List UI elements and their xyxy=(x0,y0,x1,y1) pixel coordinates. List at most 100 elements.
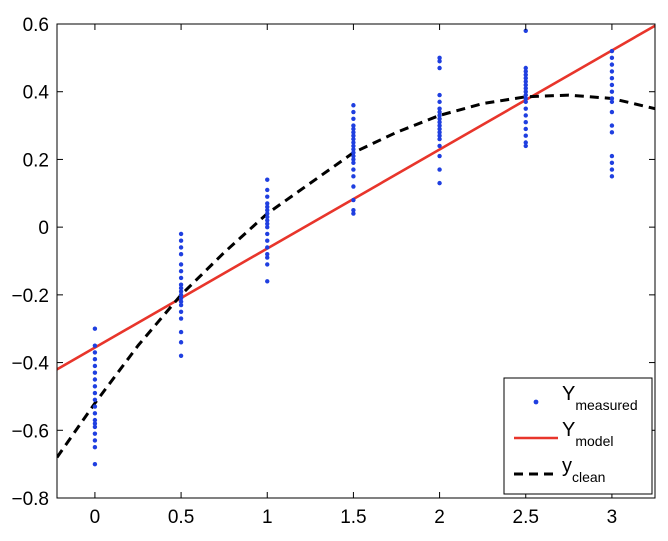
series-measured-point xyxy=(92,363,98,369)
series-measured-point xyxy=(437,133,442,138)
series-measured-point xyxy=(265,194,270,199)
series-measured-point xyxy=(178,289,184,294)
series-measured-point xyxy=(437,130,442,135)
series-measured-point xyxy=(265,245,270,250)
plot-area xyxy=(57,24,655,467)
legend-marker xyxy=(533,399,539,405)
series-measured-point xyxy=(92,431,98,436)
legend-item-measured: Ymeasured xyxy=(533,383,638,413)
series-measured-point xyxy=(437,59,442,64)
x-tick-label: 1 xyxy=(262,507,273,528)
series-measured-point xyxy=(92,411,98,416)
series-measured-point xyxy=(523,119,528,125)
series-measured-point xyxy=(437,113,442,118)
series-measured-point xyxy=(178,296,184,301)
series-measured-point xyxy=(178,285,184,291)
x-tick-label: 2 xyxy=(434,507,445,528)
series-measured-point xyxy=(265,204,270,210)
series-measured-point xyxy=(92,417,98,423)
series-measured-point xyxy=(265,252,270,257)
series-measured-point xyxy=(92,421,98,426)
series-measured-point xyxy=(351,160,356,166)
series-measured-point xyxy=(265,208,270,213)
series-measured-point xyxy=(437,55,442,61)
series-measured-point xyxy=(178,238,184,243)
series-measured-point xyxy=(351,157,356,162)
y-axis: 0.6 0.4 0.2 0 −0.2 −0.4 −0.6 −0.8 xyxy=(11,15,655,510)
series-measured-point xyxy=(437,106,442,111)
series-measured-point xyxy=(351,130,356,135)
series-measured-point xyxy=(265,238,270,243)
series-measured-point xyxy=(523,65,528,71)
series-measured-point xyxy=(265,262,270,267)
series-measured-point xyxy=(265,221,270,226)
series-measured-point xyxy=(351,116,356,122)
series-measured-point xyxy=(265,224,270,230)
series-measured-point xyxy=(265,279,270,284)
series-measured-point xyxy=(351,126,356,132)
series-measured-point xyxy=(178,275,184,281)
series-measured-point xyxy=(437,65,442,71)
series-measured-point xyxy=(523,99,528,105)
y-tick-label: −0.8 xyxy=(11,489,49,510)
series-measured-point xyxy=(437,123,442,128)
series-measured-point xyxy=(523,28,528,33)
series-measured-point xyxy=(265,255,270,260)
series-measured-point xyxy=(351,208,356,213)
series-measured-point xyxy=(523,92,528,98)
series-measured-point xyxy=(351,109,356,115)
series-measured-point xyxy=(609,130,615,135)
series-measured-point xyxy=(437,99,442,105)
series-measured-point xyxy=(437,119,442,125)
legend-box xyxy=(503,377,653,495)
series-measured-point xyxy=(92,390,98,396)
series-measured-point xyxy=(523,140,528,145)
series-measured-point xyxy=(351,184,356,189)
series-measured-point xyxy=(437,126,442,132)
series-measured-point xyxy=(92,438,98,443)
series-model-line xyxy=(57,24,655,371)
series-measured-point xyxy=(437,180,442,186)
series-measured-point xyxy=(437,143,442,149)
series-measured-point xyxy=(178,292,184,298)
legend-label: Ymodel xyxy=(562,419,613,449)
y-tick-label: 0.4 xyxy=(23,83,50,104)
series-measured-point xyxy=(265,201,270,206)
series-measured-point xyxy=(351,197,356,203)
series-measured-point xyxy=(609,82,615,88)
y-tick-label: −0.6 xyxy=(11,421,49,442)
series-measured-point xyxy=(351,153,356,159)
legend: Ymeasured Ymodel yclean xyxy=(503,377,653,495)
series-measured-point xyxy=(351,211,356,216)
plot-frame xyxy=(56,23,656,499)
series-measured-point xyxy=(178,353,184,358)
series-measured-point xyxy=(523,79,528,84)
series-measured-point xyxy=(523,96,528,101)
series-measured-point xyxy=(609,89,615,94)
x-axis: 0 0.5 1 1.5 2 2.5 3 xyxy=(90,24,617,528)
series-measured-point xyxy=(92,461,98,467)
y-tick-label: 0.6 xyxy=(23,15,49,36)
series-measured-point xyxy=(178,302,184,308)
series-measured-point xyxy=(265,214,270,220)
series-measured-point xyxy=(609,96,615,101)
series-measured-point xyxy=(609,174,615,179)
series-measured-point xyxy=(523,72,528,77)
series-measured-point xyxy=(178,262,184,267)
series-measured-point xyxy=(178,231,184,237)
series-measured-point xyxy=(178,268,184,274)
series-measured-point xyxy=(92,424,98,430)
legend-label: Ymeasured xyxy=(562,383,638,413)
series-measured-point xyxy=(609,123,615,128)
x-tick-label: 2.5 xyxy=(513,507,539,528)
series-measured-point xyxy=(523,89,528,94)
series-measured-point xyxy=(265,177,270,182)
series-measured-point xyxy=(178,329,184,335)
series-measured-point xyxy=(351,103,356,108)
series-measured-point xyxy=(437,167,442,172)
series-measured-point xyxy=(92,356,98,362)
series-measured-point xyxy=(609,75,615,81)
y-tick-label: −0.2 xyxy=(11,286,49,307)
